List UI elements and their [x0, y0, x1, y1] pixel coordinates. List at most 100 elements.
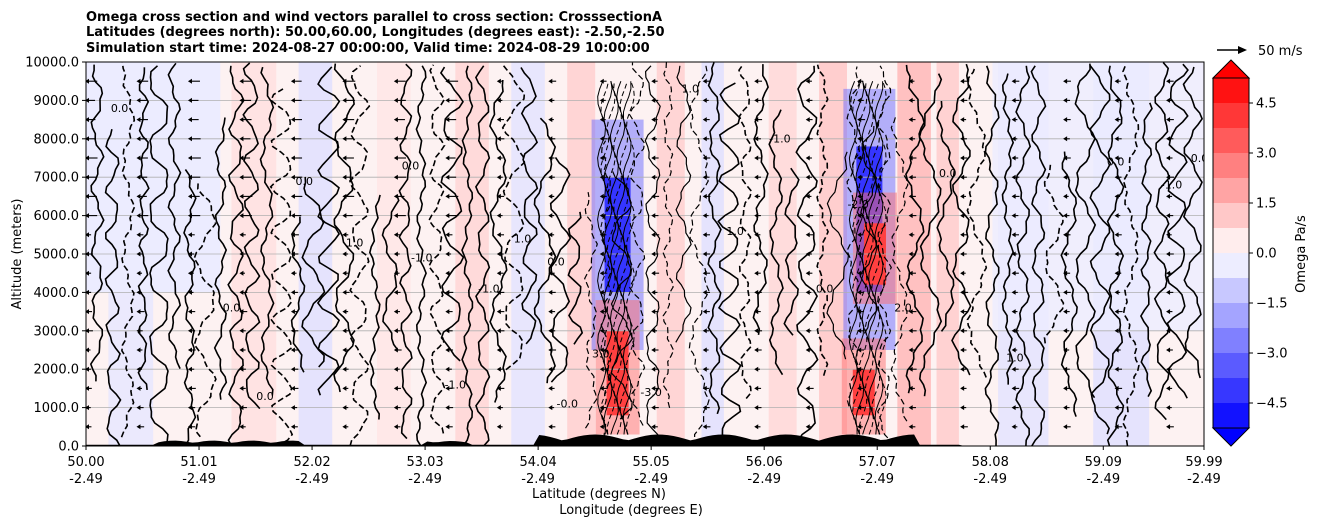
- wind-vector-head-7-5000: [445, 251, 450, 257]
- wind-vector-head-7-500: [445, 424, 450, 430]
- wind-vector-head-11-6000: [651, 213, 656, 219]
- wind-vector-head-7-9500: [445, 78, 450, 84]
- wind-vector-head-14-1000: [805, 405, 810, 411]
- wind-vector-head-8-5500: [496, 232, 501, 238]
- wind-vector-head-10-3000: [599, 328, 604, 334]
- wind-vector-head-13-500: [754, 424, 759, 430]
- wind-vector-head-6-7000: [393, 174, 398, 180]
- wind-vector-head-9-3000: [548, 328, 553, 334]
- contour-line-44: [768, 109, 784, 376]
- wind-vector-head-0-8500: [86, 117, 89, 123]
- wind-vector-head-12-2000: [702, 366, 707, 372]
- wind-vector-head-16-4000: [908, 289, 913, 295]
- wind-vector-head-21-4500: [1166, 270, 1171, 276]
- terrain: [86, 434, 1204, 446]
- wind-vector-head-3-6500: [239, 193, 244, 199]
- wind-vector-head-3-8000: [239, 136, 244, 142]
- contour-line-64: [1074, 63, 1097, 399]
- wind-vector-head-5-1500: [342, 385, 347, 391]
- contour-line-54: [918, 73, 943, 397]
- wind-vector-head-7-6000: [445, 213, 450, 219]
- wind-vector-head-11-8000: [651, 136, 656, 142]
- wind-vector-head-12-500: [702, 424, 707, 430]
- wind-vector-head-9-6500: [548, 193, 553, 199]
- wind-vector-head-18-3500: [1011, 309, 1016, 315]
- wind-vector-head-20-3000: [1114, 328, 1119, 334]
- y-tick-label-3: 3000.0: [34, 324, 80, 339]
- contour-line-59: [1001, 73, 1015, 385]
- colorbar-step-8: [1213, 203, 1249, 228]
- wind-vector-head-8-2000: [496, 366, 501, 372]
- tower-contour-0-9: [625, 81, 635, 435]
- chart-title-line-1: Omega cross section and wind vectors par…: [86, 10, 662, 25]
- wind-vector-head-20-2500: [1114, 347, 1119, 353]
- wind-vector-head-21-500: [1166, 424, 1171, 430]
- wind-vector-head-11-3000: [651, 328, 656, 334]
- wind-vector-head-15-7000: [857, 174, 862, 180]
- wind-vector-head-7-1000: [445, 405, 450, 411]
- y-tick-label-4: 4000.0: [34, 286, 80, 301]
- wind-vector-head-5-8000: [342, 136, 347, 142]
- contour-line-30: [549, 156, 572, 383]
- contour-line-60: [1015, 65, 1032, 446]
- wind-vector-head-5-4000: [342, 289, 347, 295]
- wind-vector-head-4-8500: [290, 117, 295, 123]
- wind-vector-head-19-1500: [1063, 385, 1068, 391]
- wind-vector-head-11-5500: [651, 232, 656, 238]
- wind-vector-head-8-3000: [496, 328, 501, 334]
- colorbar-step-12: [1213, 103, 1249, 128]
- wind-vector-head-9-9500: [548, 78, 553, 84]
- wind-vector-head-17-7500: [960, 155, 965, 161]
- wind-vector-head-2-7000: [187, 174, 192, 180]
- contour-line-23: [439, 66, 465, 362]
- wind-vector-head-12-8000: [702, 136, 707, 142]
- terrain-profile: [86, 434, 1204, 446]
- contour-line-61: [1030, 65, 1047, 446]
- wind-vector-head-2-2500: [187, 347, 192, 353]
- contour-label-14: 2.0: [894, 302, 912, 315]
- wind-vector-head-16-5500: [908, 232, 913, 238]
- wind-vector-head-10-2000: [599, 366, 604, 372]
- wind-vector-head-7-5500: [445, 232, 450, 238]
- contour-label-4: 0.0: [402, 160, 420, 173]
- wind-vector-head-5-3000: [342, 328, 347, 334]
- wind-vector-head-13-6000: [754, 213, 759, 219]
- tower-contour-0-1: [600, 81, 610, 435]
- wind-vector-head-10-9000: [599, 97, 604, 103]
- quiver-key-arrowhead: [1238, 46, 1247, 54]
- wind-vector-head-17-8000: [960, 136, 965, 142]
- tower-contour-0-7: [619, 81, 629, 435]
- wind-vector-head-1-4500: [136, 270, 141, 276]
- wind-vector-head-5-2500: [342, 347, 347, 353]
- wind-vector-head-6-6500: [393, 193, 398, 199]
- x-tick-label-lon-7: -2.49: [860, 472, 894, 487]
- wind-vector-head-8-4000: [496, 289, 501, 295]
- wind-vector-head-16-2500: [908, 347, 913, 353]
- chart-title-line-3: Simulation start time: 2024-08-27 00:00:…: [86, 41, 650, 56]
- wind-vector-head-17-4000: [960, 289, 965, 295]
- wind-vector-head-11-7000: [651, 174, 656, 180]
- contour-labels: 0.0 0.0 0.0 1.0 0.0 -1.0 -1.0 1.0 -0.0 0.0 1.0 1.0 -…: [111, 83, 1204, 411]
- wind-vector-head-12-4000: [702, 289, 707, 295]
- tower-contour-0-5: [613, 81, 623, 435]
- wind-vector-head-11-9500: [651, 78, 656, 84]
- wind-vector-head-1-3500: [136, 309, 141, 315]
- x-tick-label-lat-8: 58.08: [972, 455, 1009, 470]
- wind-vector-head-4-4000: [290, 289, 295, 295]
- colorbar-step-0: [1213, 403, 1249, 428]
- contour-line-46: [795, 65, 819, 446]
- wind-vector-head-13-8500: [754, 117, 759, 123]
- wind-vector-head-7-2500: [445, 347, 450, 353]
- wind-vector-head-20-1500: [1114, 385, 1119, 391]
- wind-vector-head-11-500: [651, 424, 656, 430]
- wind-vector-head-1-6000: [136, 213, 141, 219]
- wind-vector-head-7-4500: [445, 270, 450, 276]
- wind-vector-head-2-500: [187, 424, 192, 430]
- x-tick-label-lat-5: 55.05: [633, 455, 670, 470]
- wind-vector-head-21-6000: [1166, 213, 1171, 219]
- wind-vector-head-2-9500: [187, 78, 192, 84]
- wind-vector-head-3-9000: [239, 97, 244, 103]
- wind-vector-head-16-9500: [908, 78, 913, 84]
- wind-vector-head-13-4500: [754, 270, 759, 276]
- wind-vector-head-12-3500: [702, 309, 707, 315]
